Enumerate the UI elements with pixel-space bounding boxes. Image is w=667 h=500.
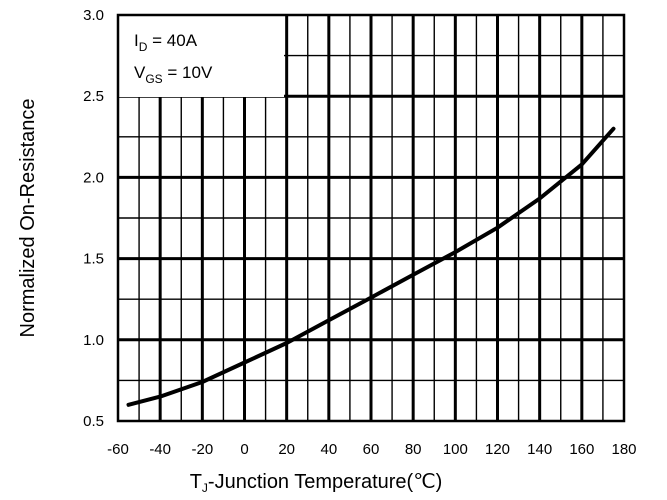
tick-labels: -60 -40 -20 0 20 40 60 80 100 120 140 160 180 0.5 1.0 1…: [83, 7, 636, 458]
annotation-voltage-value: = 10V: [163, 63, 213, 82]
on-resistance-curve: [126, 126, 616, 407]
x-tick-label: 80: [405, 441, 422, 458]
x-tick-label: 60: [363, 441, 380, 458]
x-axis-title: TJ-Junction Temperature(℃): [190, 471, 443, 495]
x-axis-title-sub: J: [202, 481, 208, 495]
annotation-voltage: VGS = 10V: [134, 63, 213, 86]
x-tick-label: 120: [485, 441, 510, 458]
y-tick-label: 1.5: [83, 251, 104, 268]
x-tick-label: -20: [191, 441, 213, 458]
y-tick-label: 2.5: [83, 88, 104, 105]
annotation-current-value: = 40A: [147, 31, 197, 50]
annotation-voltage-sub: GS: [145, 72, 162, 86]
annotation-box: [118, 15, 284, 97]
y-tick-label: 2.0: [83, 169, 104, 186]
y-tick-label: 1.0: [83, 332, 104, 349]
plot-border: [116, 13, 626, 423]
x-tick-label: 180: [611, 441, 636, 458]
annotation-background: [118, 15, 284, 97]
x-tick-label: 0: [240, 441, 248, 458]
annotation-current-prefix: I: [134, 31, 139, 50]
y-tick-label: 3.0: [83, 7, 104, 24]
x-tick-label: -40: [149, 441, 171, 458]
x-tick-label: 20: [278, 441, 295, 458]
x-tick-label: 140: [527, 441, 552, 458]
annotation-current-sub: D: [139, 40, 148, 54]
annotation-current: ID = 40A: [134, 31, 198, 54]
plot-frame: [116, 13, 626, 423]
x-tick-label: 40: [320, 441, 337, 458]
x-tick-label: 160: [569, 441, 594, 458]
x-axis-title-prefix: T: [190, 471, 202, 493]
annotation-voltage-prefix: V: [134, 63, 146, 82]
x-tick-label: 100: [443, 441, 468, 458]
data-series: [126, 126, 616, 407]
x-axis-title-rest: -Junction Temperature(℃): [208, 471, 442, 493]
y-axis-title: Normalized On-Resistance: [17, 99, 39, 338]
x-tick-label: -60: [107, 441, 129, 458]
y-tick-label: 0.5: [83, 413, 104, 430]
